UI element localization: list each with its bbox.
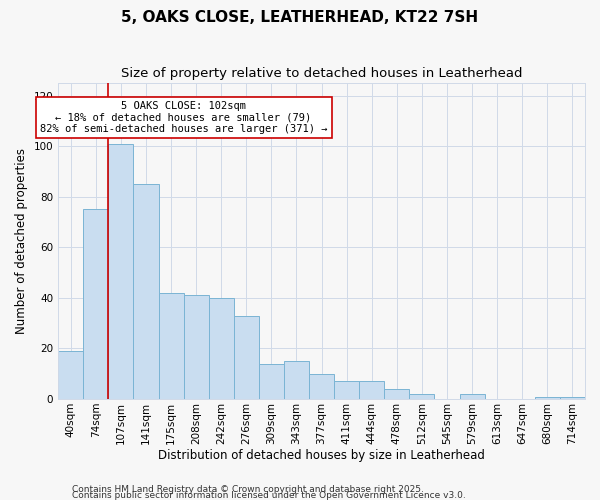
Bar bbox=[309, 374, 334, 399]
Bar bbox=[284, 361, 309, 399]
Text: Contains HM Land Registry data © Crown copyright and database right 2025.: Contains HM Land Registry data © Crown c… bbox=[72, 484, 424, 494]
Bar bbox=[409, 394, 434, 399]
Bar bbox=[109, 144, 133, 399]
Bar bbox=[560, 396, 585, 399]
Text: 5 OAKS CLOSE: 102sqm
← 18% of detached houses are smaller (79)
82% of semi-detac: 5 OAKS CLOSE: 102sqm ← 18% of detached h… bbox=[40, 101, 328, 134]
Bar bbox=[58, 351, 83, 399]
Bar bbox=[158, 293, 184, 399]
Bar bbox=[385, 389, 409, 399]
X-axis label: Distribution of detached houses by size in Leatherhead: Distribution of detached houses by size … bbox=[158, 450, 485, 462]
Bar bbox=[133, 184, 158, 399]
Bar bbox=[535, 396, 560, 399]
Bar bbox=[184, 296, 209, 399]
Bar bbox=[259, 364, 284, 399]
Bar bbox=[83, 210, 109, 399]
Bar bbox=[209, 298, 234, 399]
Text: 5, OAKS CLOSE, LEATHERHEAD, KT22 7SH: 5, OAKS CLOSE, LEATHERHEAD, KT22 7SH bbox=[121, 10, 479, 25]
Text: Contains public sector information licensed under the Open Government Licence v3: Contains public sector information licen… bbox=[72, 490, 466, 500]
Title: Size of property relative to detached houses in Leatherhead: Size of property relative to detached ho… bbox=[121, 68, 523, 80]
Bar bbox=[334, 382, 359, 399]
Bar bbox=[234, 316, 259, 399]
Bar bbox=[460, 394, 485, 399]
Bar bbox=[359, 382, 385, 399]
Y-axis label: Number of detached properties: Number of detached properties bbox=[15, 148, 28, 334]
